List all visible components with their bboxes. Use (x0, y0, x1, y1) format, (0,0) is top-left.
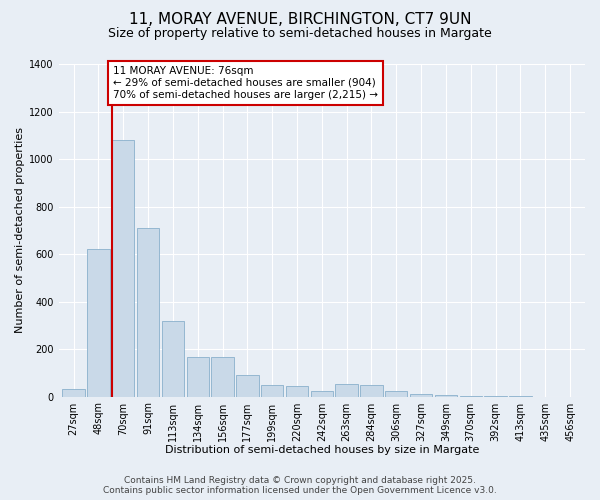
X-axis label: Distribution of semi-detached houses by size in Margate: Distribution of semi-detached houses by … (164, 445, 479, 455)
Bar (137, 228, 159, 396)
Bar (361, 384, 383, 396)
Bar (410, 394, 433, 396)
Text: 11 MORAY AVENUE: 76sqm
← 29% of semi-detached houses are smaller (904)
70% of se: 11 MORAY AVENUE: 76sqm ← 29% of semi-det… (113, 66, 378, 100)
Bar (87, 250, 110, 396)
Bar (236, 375, 259, 396)
Text: Size of property relative to semi-detached houses in Margate: Size of property relative to semi-detach… (108, 28, 492, 40)
Y-axis label: Number of semi-detached properties: Number of semi-detached properties (15, 128, 25, 334)
Bar (187, 358, 209, 397)
Bar (112, 140, 134, 396)
Text: Contains HM Land Registry data © Crown copyright and database right 2025.
Contai: Contains HM Land Registry data © Crown c… (103, 476, 497, 495)
Bar (311, 390, 333, 396)
Bar (385, 390, 407, 396)
Bar (62, 390, 85, 396)
Bar (286, 386, 308, 396)
Bar (161, 320, 184, 396)
Bar (335, 384, 358, 396)
Bar (261, 384, 283, 396)
Bar (211, 358, 233, 397)
Text: 11, MORAY AVENUE, BIRCHINGTON, CT7 9UN: 11, MORAY AVENUE, BIRCHINGTON, CT7 9UN (129, 12, 471, 28)
